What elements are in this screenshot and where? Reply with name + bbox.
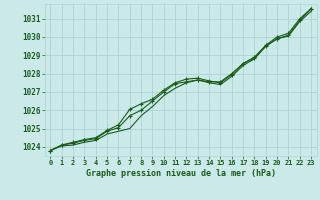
X-axis label: Graphe pression niveau de la mer (hPa): Graphe pression niveau de la mer (hPa)	[86, 169, 276, 178]
